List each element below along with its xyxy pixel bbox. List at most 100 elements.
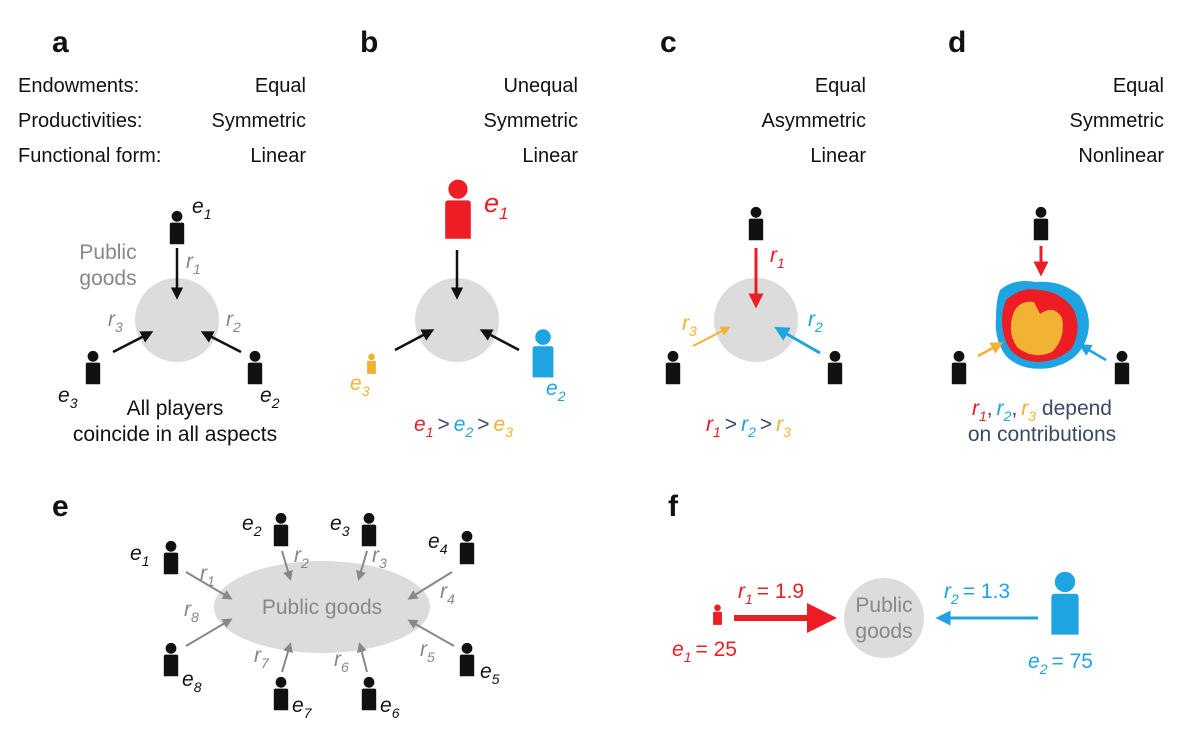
b-arrow-2 xyxy=(479,329,520,352)
a-player-3-icon xyxy=(85,350,101,385)
e-e7-label: e7 xyxy=(292,694,313,721)
a-e2-label: e2 xyxy=(260,384,280,411)
d-caption-1: r1, r2, r3 depend xyxy=(972,397,1112,424)
e-player-7-icon xyxy=(273,676,289,711)
e-r6-label: r6 xyxy=(334,648,349,675)
d-arrow-2 xyxy=(1078,344,1107,362)
c-player-1-icon xyxy=(748,206,764,241)
c-arrow-2 xyxy=(774,326,821,355)
panel-a-label: a xyxy=(52,26,69,59)
b-arrow-3 xyxy=(394,329,435,352)
d-blob-inner xyxy=(1010,301,1063,356)
b-e2-label: e2 xyxy=(546,377,566,404)
panel-d-label: d xyxy=(948,26,966,59)
f-r2-label: r2 = 1.3 xyxy=(944,580,1010,607)
f-public-label-2: goods xyxy=(855,620,912,643)
panel-e: e Public goods e1 e2 e3 e4 e5 e6 e7 e8 r… xyxy=(52,490,500,721)
e-r4-label: r4 xyxy=(440,580,455,607)
a-player-2-icon xyxy=(247,350,263,385)
a-public-label-2: goods xyxy=(79,267,136,290)
f-player-2-icon xyxy=(1051,571,1079,635)
f-e2-label: e2 = 75 xyxy=(1028,650,1093,677)
c-r2-label: r2 xyxy=(808,308,823,335)
a-functional-form-value: Linear xyxy=(250,145,306,167)
e-center-label: Public goods xyxy=(262,596,382,619)
attr-productivities: Productivities: xyxy=(18,110,143,132)
a-e3-label: e3 xyxy=(58,384,78,411)
d-endowments-value: Equal xyxy=(1113,75,1164,97)
e-r5-label: r5 xyxy=(420,638,435,665)
d-caption-2: on contributions xyxy=(968,423,1116,446)
c-relation-caption: r1 > r2 > r3 xyxy=(706,413,791,440)
f-player-1-icon xyxy=(713,604,722,625)
a-r2-label: r2 xyxy=(226,308,241,335)
e-player-2-icon xyxy=(273,512,289,547)
c-arrow-3 xyxy=(692,326,731,347)
f-e1-label: e1 = 25 xyxy=(672,638,737,665)
e-player-3-icon xyxy=(361,512,377,547)
a-caption-2: coincide in all aspects xyxy=(73,423,277,446)
e-public-goods-ellipse xyxy=(214,561,430,653)
attr-functional-form: Functional form: xyxy=(18,145,161,167)
a-public-goods-circle xyxy=(135,278,219,362)
panel-d: d Equal Symmetric Nonlinear r1, r2, r3 dep… xyxy=(948,26,1164,446)
e-arrow-3 xyxy=(356,550,368,581)
panel-f: f Public goods r1 = 1.9 r2 = 1.3 e1 = 25 e2… xyxy=(668,490,1093,677)
a-public-label-1: Public xyxy=(79,241,136,264)
e-e2-label: e2 xyxy=(242,512,262,539)
e-player-4-icon xyxy=(459,530,475,565)
e-arrow-4 xyxy=(407,571,453,600)
a-player-1-icon xyxy=(169,210,185,245)
e-arrow-2 xyxy=(281,550,293,581)
attr-endowments: Endowments: xyxy=(18,75,139,97)
c-r3-label: r3 xyxy=(682,312,697,339)
e-player-6-icon xyxy=(361,676,377,711)
a-caption-1: All players xyxy=(127,397,224,420)
a-r3-label: r3 xyxy=(108,308,123,335)
panel-b-label: b xyxy=(360,26,378,59)
e-e1-label: e1 xyxy=(130,542,149,569)
b-productivities-value: Symmetric xyxy=(484,110,578,132)
e-arrow-6 xyxy=(356,642,368,673)
e-r7-label: r7 xyxy=(254,644,270,671)
e-e6-label: e6 xyxy=(380,694,400,721)
b-endowments-value: Unequal xyxy=(503,75,578,97)
f-public-label-1: Public xyxy=(855,594,912,617)
b-e1-label: e1 xyxy=(484,188,509,223)
c-player-3-icon xyxy=(665,350,681,385)
e-player-1-icon xyxy=(163,540,179,575)
e-e4-label: e4 xyxy=(428,530,448,557)
f-public-goods-circle xyxy=(844,578,924,658)
b-relation-caption: e1 > e2 > e3 xyxy=(414,413,513,440)
c-functional-form-value: Linear xyxy=(810,145,866,167)
b-player-1-icon xyxy=(445,179,471,239)
c-player-2-icon xyxy=(827,350,843,385)
panel-f-label: f xyxy=(668,490,679,523)
f-r1-label: r1 = 1.9 xyxy=(738,580,804,607)
panel-a: a Endowments: Productivities: Functional… xyxy=(18,26,306,446)
e-e5-label: e5 xyxy=(480,660,500,687)
b-public-goods-circle xyxy=(415,278,499,362)
c-public-goods-circle xyxy=(714,278,798,362)
b-e3-label: e3 xyxy=(350,372,370,399)
d-productivities-value: Symmetric xyxy=(1070,110,1164,132)
e-arrow-1 xyxy=(185,571,233,600)
b-player-2-icon xyxy=(532,329,554,378)
e-e8-label: e8 xyxy=(182,668,202,695)
d-player-3-icon xyxy=(951,350,967,385)
d-functional-form-value: Nonlinear xyxy=(1078,145,1164,167)
panel-b: b Unequal Symmetric Linear e1 e2 e3 e1 > e… xyxy=(350,26,578,440)
c-productivities-value: Asymmetric xyxy=(762,110,866,132)
e-arrow-5 xyxy=(407,619,455,647)
b-functional-form-value: Linear xyxy=(522,145,578,167)
d-arrow-3 xyxy=(977,342,1004,358)
c-endowments-value: Equal xyxy=(815,75,866,97)
e-r8-label: r8 xyxy=(184,598,199,625)
e-arrow-7 xyxy=(281,642,293,673)
a-arrow-3 xyxy=(112,331,154,354)
e-e3-label: e3 xyxy=(330,512,350,539)
c-r1-label: r1 xyxy=(770,244,785,271)
e-arrow-8 xyxy=(185,618,233,647)
a-productivities-value: Symmetric xyxy=(212,110,306,132)
panel-c-label: c xyxy=(660,26,677,59)
